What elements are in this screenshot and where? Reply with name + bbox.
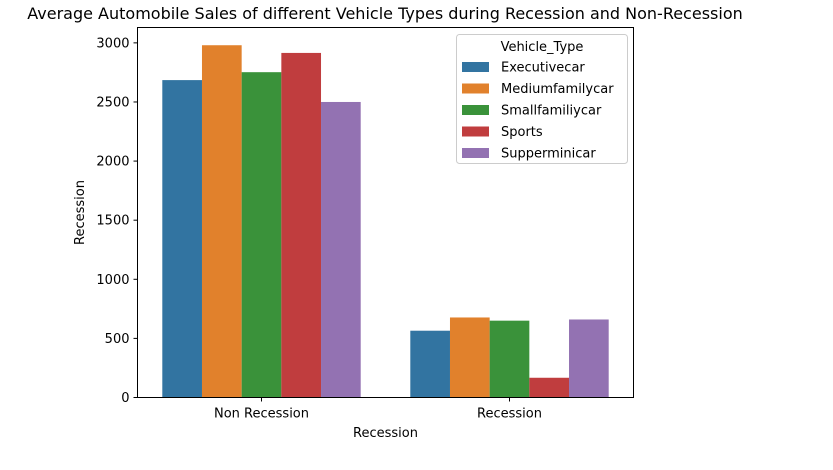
bar: [410, 330, 450, 398]
bar: [201, 45, 242, 398]
legend-swatch: [462, 148, 489, 158]
legend-swatch: [462, 62, 489, 72]
bar: [569, 319, 609, 398]
x-axis: Non Recession Recession: [214, 397, 542, 422]
legend-label: Mediumfamilycar: [501, 82, 614, 97]
legend-title: Vehicle_Type: [501, 40, 584, 55]
x-axis-label: Recession: [353, 426, 418, 441]
y-tick-label: 1000: [96, 273, 129, 288]
legend-label: Smallfamiliycar: [501, 104, 602, 119]
legend-frame: [456, 34, 628, 164]
y-tick-label: 3000: [96, 36, 129, 51]
y-axis-label: Recession: [73, 180, 88, 245]
y-tick-label: 500: [105, 332, 130, 347]
y-tick-label: 1500: [96, 214, 129, 229]
y-tick-label: 0: [121, 391, 129, 406]
x-tick-label: Non Recession: [214, 407, 309, 422]
x-tick-label: Recession: [477, 407, 542, 422]
bar: [241, 72, 282, 398]
legend-label: Supperminicar: [501, 147, 596, 162]
legend-swatch: [462, 83, 489, 94]
bar: [449, 317, 490, 398]
y-tick-label: 2500: [96, 95, 129, 110]
bar: [162, 80, 202, 398]
y-tick-label: 2000: [96, 155, 129, 170]
bar: [321, 101, 361, 398]
legend-label: Sports: [501, 125, 543, 140]
bar: [281, 52, 322, 398]
bar: [489, 320, 530, 398]
chart-title: Average Automobile Sales of different Ve…: [27, 4, 743, 23]
y-axis: 0 500 1000 1500 2000 2500 3000: [96, 36, 138, 406]
legend-swatch: [462, 126, 489, 137]
legend-label: Executivecar: [501, 61, 585, 76]
legend: Vehicle_Type Executivecar Mediumfamilycar…: [456, 34, 628, 164]
bar: [529, 377, 570, 398]
bars-group: [162, 45, 609, 398]
plot-frame: [137, 27, 634, 398]
legend-swatch: [462, 105, 489, 115]
